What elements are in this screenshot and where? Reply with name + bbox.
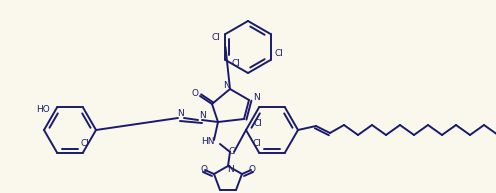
Text: Cl: Cl [252, 139, 261, 148]
Text: O: O [191, 90, 198, 98]
Text: Cl: Cl [253, 119, 262, 129]
Text: HN: HN [201, 137, 215, 146]
Text: N: N [177, 108, 184, 118]
Text: Cl: Cl [274, 48, 283, 58]
Text: N: N [252, 93, 259, 102]
Text: O: O [200, 166, 207, 174]
Text: O: O [248, 166, 255, 174]
Text: N: N [223, 80, 229, 90]
Text: Cl: Cl [231, 59, 240, 69]
Text: N: N [198, 111, 205, 119]
Text: Cl: Cl [80, 139, 89, 148]
Text: Cl: Cl [211, 34, 220, 42]
Text: N: N [228, 164, 235, 174]
Text: C: C [229, 147, 235, 157]
Text: HO: HO [36, 105, 50, 114]
